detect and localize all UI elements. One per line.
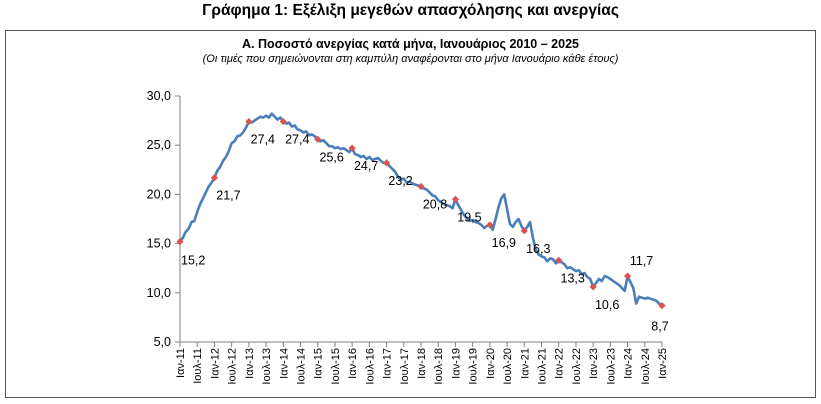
x-tick-label: Ιουλ-13 [261, 348, 273, 385]
x-tick-label: Ιαν-18 [416, 348, 428, 379]
data-label: 15,2 [181, 254, 205, 268]
x-tick-label: Ιουλ-19 [468, 348, 480, 385]
x-tick-label: Ιαν-12 [209, 348, 221, 379]
data-label: 11,7 [630, 254, 653, 268]
x-tick-label: Ιουλ-23 [605, 348, 617, 385]
data-labels: 15,2 21,7 27,4 27,4 25,6 24,7 23,2 20,8 19,5 16,9… [181, 133, 669, 334]
data-label: 23,2 [388, 174, 412, 188]
data-marker [348, 144, 356, 152]
chart-frame [5, 30, 816, 398]
x-tick-label: Ιουλ-17 [399, 348, 411, 385]
x-tick-label: Ιουλ-15 [330, 348, 342, 385]
data-marker [486, 221, 494, 229]
x-tick-label: Ιουλ-20 [502, 348, 514, 385]
x-tick-label: Ιουλ-18 [433, 348, 445, 385]
data-label: 27,4 [285, 133, 309, 147]
data-label: 8,7 [651, 320, 668, 334]
x-tick-label: Ιαν-13 [244, 348, 256, 379]
y-tick-label: 5,0 [154, 335, 171, 349]
data-marker [176, 238, 184, 246]
x-tick-label: Ιουλ-22 [571, 348, 583, 385]
data-marker [210, 174, 219, 182]
y-axis: 5,0 10,0 15,0 20,0 25,0 30,0 [147, 89, 181, 349]
data-label: 25,6 [320, 150, 344, 164]
x-tick-label: Ιαν-16 [347, 348, 359, 379]
data-marker [589, 283, 597, 291]
x-tick-label: Ιουλ-24 [640, 348, 652, 385]
x-tick-label: Ιαν-23 [588, 348, 600, 379]
x-tick-label: Ιαν-22 [554, 348, 566, 379]
data-label: 24,7 [354, 159, 378, 173]
y-tick-label: 10,0 [147, 286, 171, 300]
x-tick-label: Ιουλ-11 [192, 348, 204, 384]
x-tick-label: Ιουλ-21 [537, 348, 549, 385]
x-tick-label: Ιουλ-12 [227, 348, 239, 385]
data-marker [451, 195, 460, 203]
data-marker [658, 301, 666, 310]
data-label: 16,3 [526, 242, 550, 256]
data-label: 20,8 [423, 198, 447, 212]
data-marker [382, 159, 391, 167]
data-label: 19,5 [457, 210, 481, 224]
y-tick-label: 30,0 [147, 89, 171, 103]
data-marker [245, 117, 253, 126]
x-tick-label: Ιαν-17 [382, 348, 394, 379]
x-tick-label: Ιαν-25 [657, 348, 669, 379]
x-tick-label: Ιαν-11 [175, 348, 187, 378]
data-label: 16,9 [492, 236, 516, 250]
figure-title: Γράφημα 1: Εξέλιξη μεγεθών απασχόλησης κ… [202, 2, 619, 19]
y-tick-label: 25,0 [147, 138, 171, 152]
x-tick-label: Ιαν-24 [623, 348, 635, 379]
data-label: 21,7 [216, 189, 240, 203]
data-label: 13,3 [561, 271, 585, 285]
chart-title: Α. Ποσοστό ανεργίας κατά μήνα, Ιανουάριο… [242, 37, 579, 51]
y-tick-label: 20,0 [147, 187, 171, 201]
x-tick-label: Ιαν-15 [313, 348, 325, 379]
x-tick-label: Ιαν-20 [485, 348, 497, 379]
x-tick-label: Ιουλ-14 [296, 348, 308, 385]
data-marker [623, 272, 632, 280]
x-axis: Ιαν-11 Ιουλ-11 Ιαν-12 Ιουλ-12 Ιαν-13 Ιουλ-13 Ι… [175, 341, 669, 385]
y-tick-label: 15,0 [147, 237, 171, 251]
x-tick-label: Ιαν-19 [450, 348, 462, 379]
x-tick-label: Ιουλ-16 [364, 348, 376, 385]
data-marker [555, 256, 563, 264]
data-label: 10,6 [595, 298, 619, 312]
x-tick-label: Ιαν-21 [519, 348, 531, 379]
data-label: 27,4 [251, 133, 275, 147]
data-marker [417, 182, 425, 191]
data-marker [279, 117, 287, 126]
chart-subtitle: (Οι τιμές που σημειώνονται στη καμπύλη α… [202, 53, 619, 65]
data-marker [314, 135, 322, 143]
data-markers [176, 117, 666, 310]
data-marker [520, 227, 528, 235]
x-tick-label: Ιαν-14 [278, 348, 290, 379]
